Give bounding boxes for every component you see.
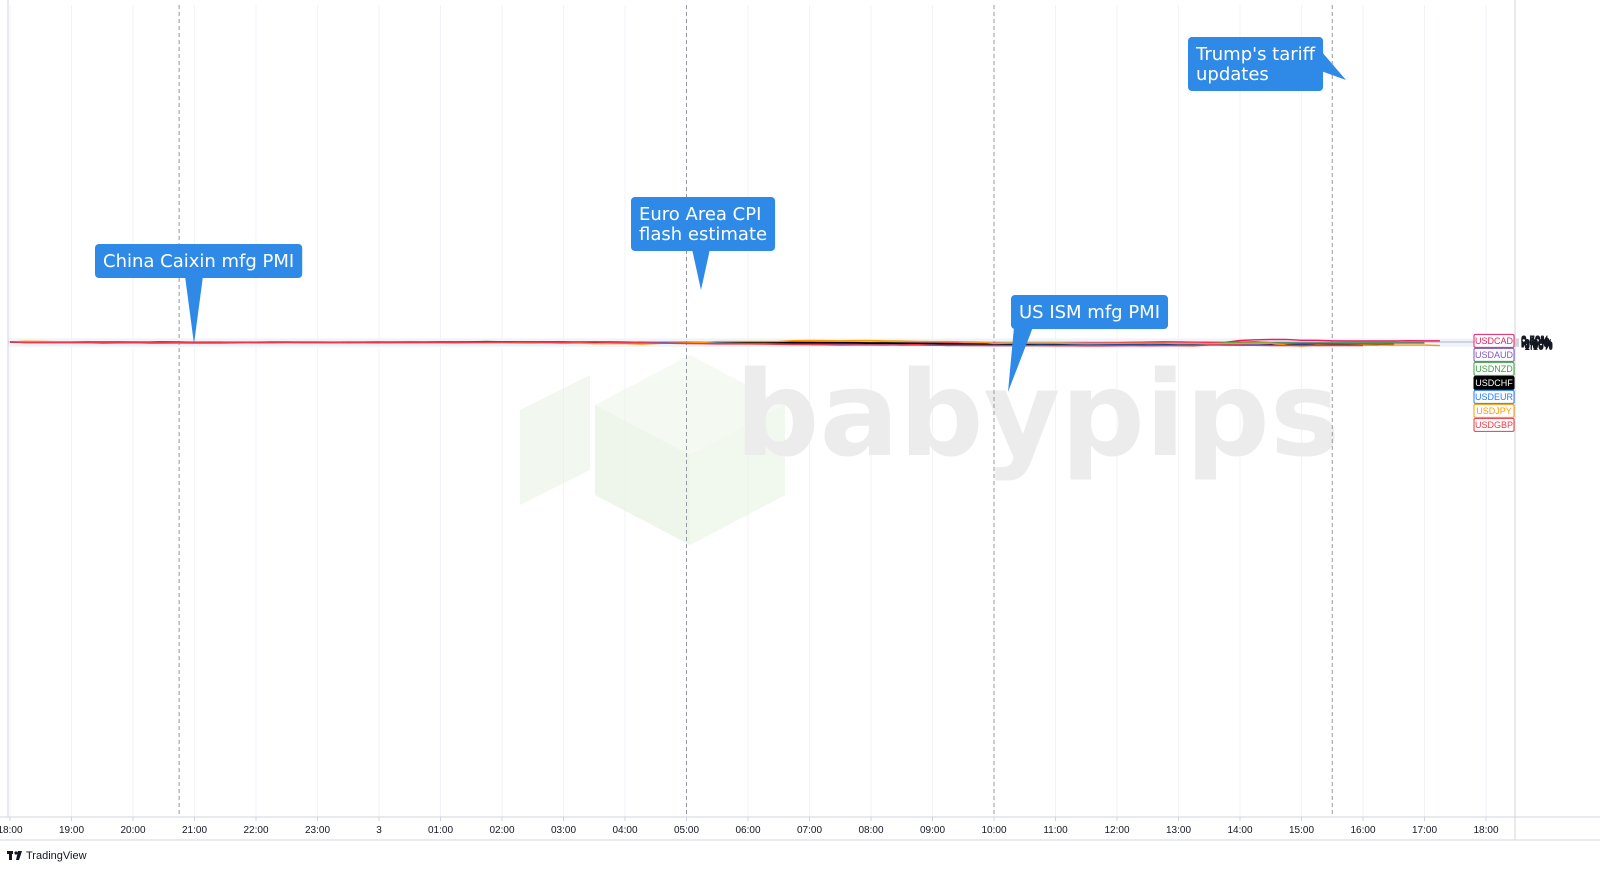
y-tick-label: 0.60%	[1521, 335, 1549, 346]
watermark: babypips	[520, 345, 1340, 545]
x-tick-label: 05:00	[674, 825, 699, 836]
x-tick-label: 12:00	[1104, 825, 1129, 836]
x-tick-label: 09:00	[920, 825, 945, 836]
callout-box	[631, 197, 776, 251]
x-tick-label: 20:00	[120, 825, 145, 836]
y-axis: 0.80%0.70%0.60%0.50%0.40%0.30%0.20%0.10%…	[1515, 334, 1553, 353]
series-label-usdcad: USDCAD	[1475, 336, 1514, 346]
callout-text: Trump's tariff	[1195, 44, 1316, 65]
callout-text: updates	[1196, 64, 1269, 85]
y-tick-label: -0.50%	[1521, 339, 1553, 350]
series-label-box-usdchf	[1473, 375, 1515, 390]
series-label-usdchf: USDCHF	[1475, 378, 1513, 388]
series-label-usdeur: USDEUR	[1475, 392, 1514, 402]
series-lines	[9, 338, 1440, 347]
y-tick-label: -0.70%	[1521, 340, 1553, 351]
series-line-usdgbp	[9, 341, 1364, 347]
x-tick-label: 21:00	[182, 825, 207, 836]
y-tick-label: -0.90%	[1521, 341, 1553, 352]
x-tick-label: 15:00	[1289, 825, 1314, 836]
x-tick-label: 11:00	[1043, 825, 1068, 836]
x-tick-label: 04:00	[612, 825, 637, 836]
y-tick-label: 0.70%	[1521, 335, 1549, 346]
callout-text: Euro Area CPI	[639, 204, 761, 225]
y-tick-label: -0.20%	[1521, 338, 1553, 349]
series-label-box-usdgbp	[1473, 417, 1515, 432]
y-tick-label: -1.10%	[1521, 342, 1553, 353]
y-tick-label: 0.00%	[1521, 338, 1549, 349]
callout-text: flash estimate	[639, 224, 767, 245]
series-label-usdnzd: USDNZD	[1475, 364, 1513, 374]
axes	[0, 0, 1600, 841]
callout-3: US ISM mfg PMI	[1008, 295, 1169, 392]
y-tick-label: 0.30%	[1521, 336, 1549, 347]
y-tick-label: 0.40%	[1521, 336, 1549, 347]
watermark-logo-icon	[520, 355, 785, 545]
x-tick-label: 07:00	[797, 825, 822, 836]
y-tick-label: 0.50%	[1521, 336, 1549, 347]
footer: TradingView	[7, 850, 87, 862]
callout-tail	[1321, 51, 1346, 80]
y-tick-label: -1.00%	[1521, 341, 1553, 352]
x-tick-label: 01:00	[428, 825, 453, 836]
tradingview-logo-icon	[7, 851, 22, 860]
x-tick-label: 18:00	[0, 825, 23, 836]
x-tick-label: 10:00	[981, 825, 1006, 836]
series-label-box-usdjpy	[1473, 403, 1515, 418]
x-tick-label: 23:00	[305, 825, 330, 836]
x-tick-label: 03:00	[551, 825, 576, 836]
callout-tail	[692, 249, 710, 290]
callout-tail	[1008, 327, 1033, 392]
x-tick-label: 16:00	[1350, 825, 1375, 836]
callout-text: China Caixin mfg PMI	[103, 251, 294, 272]
x-tick-label: 3	[376, 825, 382, 836]
series-label-usdaud: USDAUD	[1475, 350, 1514, 360]
y-tick-label: -0.30%	[1521, 339, 1553, 350]
x-tick-label: 08:00	[858, 825, 883, 836]
callout-1: China Caixin mfg PMI	[95, 244, 303, 344]
x-tick-label: 02:00	[489, 825, 514, 836]
series-label-usdgbp: USDGBP	[1475, 420, 1513, 430]
series-label-box-usdnzd	[1473, 361, 1515, 376]
x-tick-label: 17:00	[1412, 825, 1437, 836]
series-label-box-usdaud	[1473, 347, 1515, 362]
y-tick-label: -0.80%	[1521, 341, 1553, 352]
y-tick-label: 0.20%	[1521, 337, 1549, 348]
callout-tail	[185, 276, 203, 344]
y-tick-label: -0.10%	[1521, 338, 1553, 349]
watermark-text: babypips	[735, 345, 1340, 483]
callout-box	[1188, 37, 1324, 91]
event-lines	[178, 5, 1333, 817]
tradingview-brand: TradingView	[26, 850, 87, 862]
x-axis: 18:00 19:00 20:00 21:00 22:00 23:00 3 01:00 02:0…	[0, 817, 1499, 836]
series-labels: USDCAD USDAUD USDNZD USDCHF USDEUR USDJPY USDG…	[1473, 333, 1515, 432]
x-tick-label: 22:00	[243, 825, 268, 836]
series-label-usdjpy: USDJPY	[1476, 406, 1512, 416]
callout-box	[1011, 295, 1169, 329]
y-tick-label: 0.80%	[1521, 334, 1549, 345]
y-tick-label: -0.40%	[1521, 339, 1553, 350]
series-label-box-usdcad	[1473, 333, 1515, 348]
x-tick-label: 19:00	[59, 825, 84, 836]
x-tick-label: 18:00	[1473, 825, 1498, 836]
x-tick-label: 06:00	[735, 825, 760, 836]
x-tick-label: 13:00	[1166, 825, 1191, 836]
y-tick-label: -0.60%	[1521, 340, 1553, 351]
callout-box	[95, 244, 303, 278]
y-tick-label: 0.10%	[1521, 337, 1549, 348]
x-tick-label: 14:00	[1227, 825, 1252, 836]
callout-text: US ISM mfg PMI	[1019, 302, 1160, 323]
series-label-box-usdeur	[1473, 389, 1515, 404]
